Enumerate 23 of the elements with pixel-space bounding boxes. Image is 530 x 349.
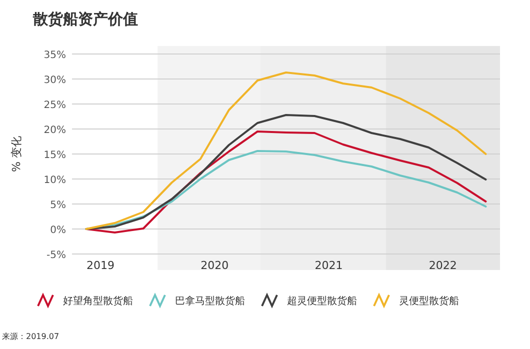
legend-label: 超灵便型散货船 — [287, 295, 357, 307]
y-tick-label: 35% — [44, 50, 66, 61]
y-tick-label: 30% — [44, 75, 66, 86]
x-tick-label: 2020 — [200, 259, 229, 272]
line-series — [85, 72, 487, 230]
line-series — [85, 114, 487, 230]
x-tick-label: 2022 — [428, 259, 457, 272]
y-tick-label: 25% — [44, 100, 66, 111]
x-tick-label: 2019 — [86, 259, 115, 272]
source-note: 来源：2019.07 — [2, 332, 60, 341]
x-tick-label: 2021 — [314, 259, 343, 272]
y-tick-label: -5% — [46, 250, 66, 261]
y-tick-label: 20% — [44, 125, 66, 136]
line-series — [85, 130, 487, 234]
y-axis-title: % 变化 — [10, 136, 23, 172]
y-tick-label: 5% — [50, 200, 66, 211]
legend-label: 巴拿马型散货船 — [175, 295, 245, 307]
y-tick-label: 15% — [44, 150, 66, 161]
legend-label: 好望角型散货船 — [63, 295, 133, 307]
chart-title: 散货船资产价值 — [32, 10, 138, 28]
legend-label: 灵便型散货船 — [399, 295, 459, 307]
y-tick-label: 10% — [44, 175, 66, 186]
y-tick-label: 0% — [50, 225, 66, 236]
